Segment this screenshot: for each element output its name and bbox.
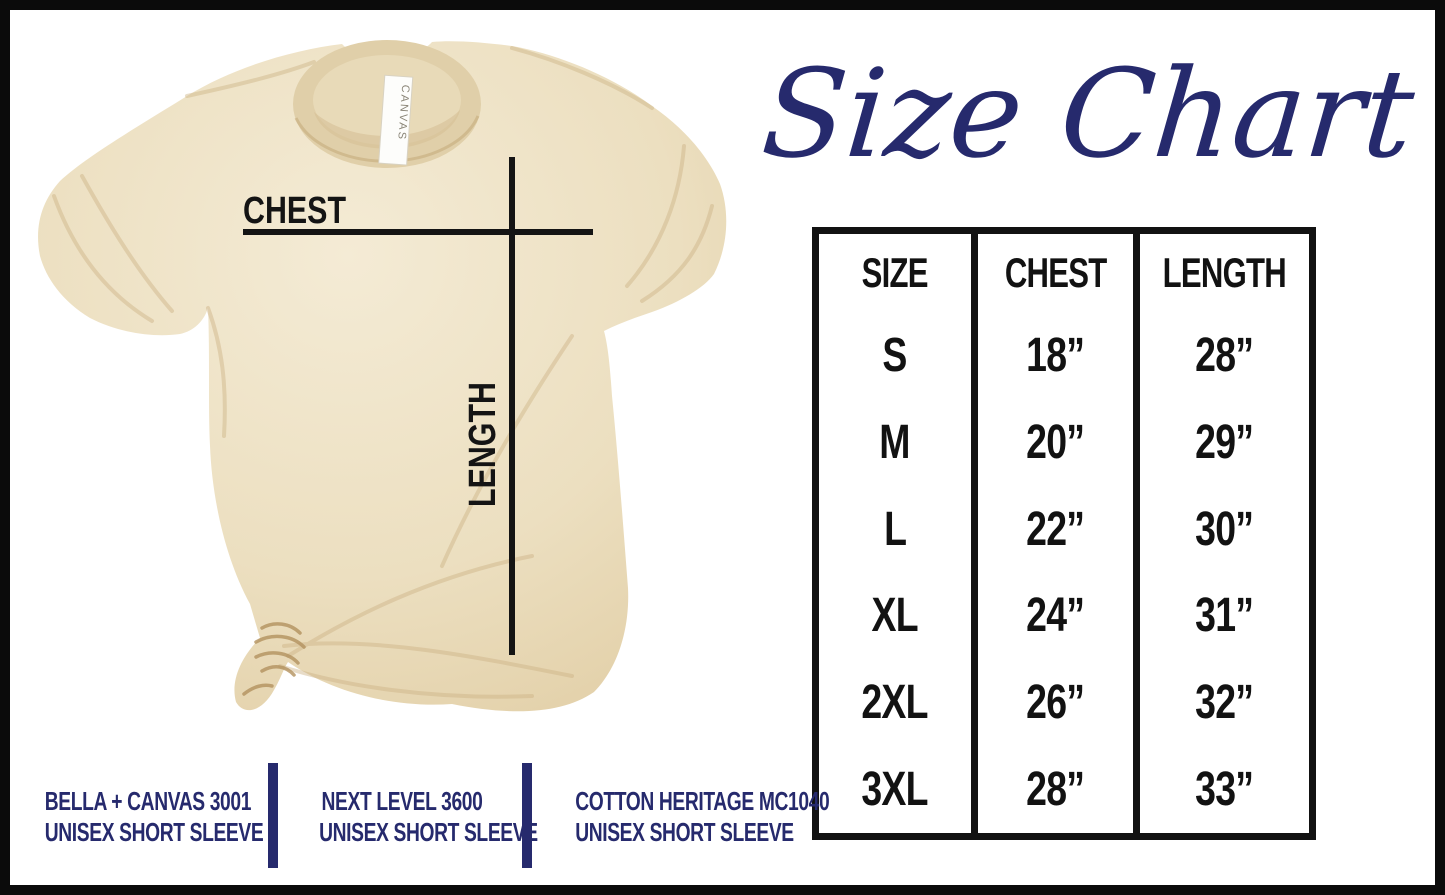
table-cell-chest: 20” (978, 399, 1133, 486)
table-cell-text: 22” (1026, 502, 1085, 556)
table-cell-chest: 28” (978, 746, 1133, 833)
chest-label: CHEST (243, 190, 347, 232)
product-subtitle: UNISEX SHORT SLEEVE (319, 817, 538, 847)
tshirt-image: CANVAS (38, 40, 727, 712)
table-cell-text: 31” (1195, 589, 1254, 643)
table-cell-text: 28” (1195, 328, 1254, 382)
product-name: NEXT LEVEL 3600 (321, 786, 483, 816)
table-cell-text: 2XL (861, 676, 929, 730)
table-cell-text: 18” (1026, 328, 1085, 382)
neck-tag-text: CANVAS (395, 84, 411, 141)
table-cell-text: 3XL (861, 763, 929, 817)
table-cell-chest: 24” (978, 573, 1133, 660)
table-header-chest: CHEST (978, 234, 1133, 312)
hem-knot (242, 622, 306, 696)
table-cell-size: 2XL (819, 659, 971, 746)
product-item-bella-canvas: BELLA + CANVAS 3001 UNISEX SHORT SLEEVE (12, 786, 264, 848)
table-cell-size: L (819, 486, 971, 573)
table-cell-text: 29” (1195, 415, 1254, 469)
table-cell-length: 32” (1140, 659, 1309, 746)
size-table-column-chest: CHEST 18” 20” 22” 24” 26” 28” (970, 234, 1133, 833)
table-cell-text: 33” (1195, 763, 1254, 817)
table-cell-length: 29” (1140, 399, 1309, 486)
product-name: COTTON HERITAGE MC1040 (575, 786, 830, 816)
product-divider (268, 763, 278, 868)
table-cell-text: 30” (1195, 502, 1254, 556)
table-cell-text: 20” (1026, 415, 1085, 469)
table-header-size: SIZE (819, 234, 971, 312)
chest-measure-line (243, 229, 593, 235)
table-header-length-text: LENGTH (1162, 249, 1287, 296)
table-cell-text: XL (871, 589, 919, 643)
table-cell-size: XL (819, 573, 971, 660)
table-cell-size: S (819, 312, 971, 399)
product-item-next-level: NEXT LEVEL 3600 UNISEX SHORT SLEEVE (290, 786, 538, 848)
size-chart-title: Size Chart (757, 43, 1420, 185)
size-table-column-size: SIZE S M L XL 2XL 3XL (819, 234, 971, 833)
table-cell-text: 28” (1026, 763, 1085, 817)
product-subtitle: UNISEX SHORT SLEEVE (44, 817, 264, 847)
table-header-chest-text: CHEST (1004, 249, 1107, 296)
product-item-cotton-heritage: COTTON HERITAGE MC1040 UNISEX SHORT SLEE… (544, 786, 830, 848)
product-divider (522, 763, 532, 868)
tshirt-illustration: CANVAS (12, 16, 740, 764)
fabric-folds (52, 46, 714, 699)
table-cell-chest: 18” (978, 312, 1133, 399)
table-cell-size: M (819, 399, 971, 486)
collar-shadow (314, 110, 460, 149)
table-header-length: LENGTH (1140, 234, 1309, 312)
table-cell-text: L (883, 502, 907, 556)
table-cell-text: S (882, 328, 908, 382)
length-measure-line (509, 157, 515, 655)
size-table: SIZE S M L XL 2XL 3XL CHEST 18” 20” 22” … (812, 227, 1316, 840)
product-subtitle: UNISEX SHORT SLEEVE (575, 817, 794, 847)
table-cell-length: 28” (1140, 312, 1309, 399)
tshirt-body (38, 41, 727, 712)
table-cell-text: 32” (1195, 676, 1254, 730)
table-cell-chest: 26” (978, 659, 1133, 746)
product-name: BELLA + CANVAS 3001 (44, 786, 252, 816)
table-cell-text: 26” (1026, 676, 1085, 730)
table-cell-length: 33” (1140, 746, 1309, 833)
table-header-size-text: SIZE (861, 249, 929, 296)
table-cell-text: M (879, 415, 911, 469)
table-cell-chest: 22” (978, 486, 1133, 573)
table-cell-text: 24” (1026, 589, 1085, 643)
table-cell-size: 3XL (819, 746, 971, 833)
size-table-column-length: LENGTH 28” 29” 30” 31” 32” 33” (1132, 234, 1309, 833)
neck-tag: CANVAS (378, 74, 414, 166)
table-cell-length: 31” (1140, 573, 1309, 660)
length-label: LENGTH (462, 382, 504, 507)
table-cell-length: 30” (1140, 486, 1309, 573)
